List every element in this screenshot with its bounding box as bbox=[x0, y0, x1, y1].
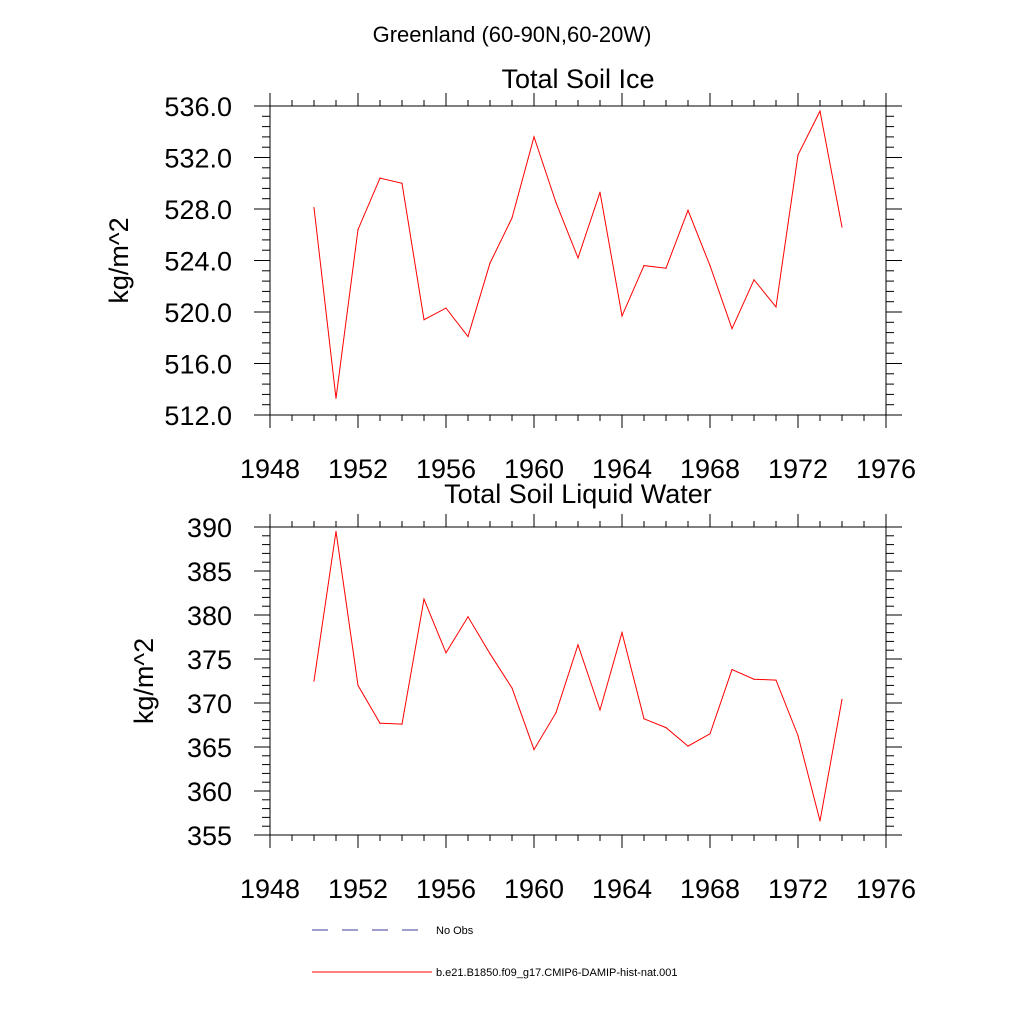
data-point bbox=[621, 315, 623, 317]
data-point bbox=[643, 265, 645, 267]
x-tick-label: 1976 bbox=[856, 874, 916, 904]
x-tick-label: 1960 bbox=[504, 874, 564, 904]
data-point bbox=[709, 265, 711, 267]
x-tick-label: 1972 bbox=[768, 874, 828, 904]
data-point bbox=[555, 201, 557, 204]
data-point bbox=[819, 110, 821, 112]
data-point bbox=[401, 723, 403, 725]
series-line bbox=[313, 109, 843, 399]
data-point bbox=[775, 679, 777, 681]
y-axis-label: kg/m^2 bbox=[104, 217, 134, 303]
plot-frame bbox=[269, 105, 887, 416]
y-tick-label: 360 bbox=[187, 777, 232, 807]
y-tick-label: 520.0 bbox=[164, 298, 232, 328]
x-tick-label: 1952 bbox=[328, 874, 388, 904]
series-line bbox=[313, 531, 843, 822]
data-point bbox=[467, 616, 469, 618]
data-point bbox=[841, 698, 843, 701]
y-tick-label: 370 bbox=[187, 689, 232, 719]
chart-title: Total Soil Ice bbox=[501, 64, 654, 94]
y-tick-label: 375 bbox=[187, 645, 232, 675]
data-point bbox=[313, 207, 315, 209]
data-point bbox=[357, 684, 359, 687]
x-tick-label: 1976 bbox=[856, 454, 916, 484]
x-tick-label: 1948 bbox=[240, 874, 300, 904]
data-point bbox=[709, 733, 711, 735]
legend-label-model: b.e21.B1850.f09_g17.CMIP6-DAMIP-hist-nat… bbox=[436, 967, 678, 979]
y-tick-label: 365 bbox=[187, 733, 232, 763]
data-point bbox=[687, 209, 689, 211]
data-point bbox=[423, 598, 425, 600]
x-tick-label: 1956 bbox=[416, 454, 476, 484]
data-point bbox=[401, 182, 403, 184]
y-tick-label: 385 bbox=[187, 557, 232, 587]
data-point bbox=[665, 727, 667, 729]
panel-total-soil-ice: Total Soil Ice kg/m^2 1948 1952 1956 1960 1964… bbox=[104, 64, 916, 484]
data-point bbox=[335, 530, 337, 533]
plot-frame bbox=[269, 526, 887, 836]
y-tick-label: 355 bbox=[187, 821, 232, 851]
data-point bbox=[665, 267, 667, 269]
data-point bbox=[489, 262, 491, 264]
data-point bbox=[599, 191, 601, 193]
data-point bbox=[819, 820, 821, 822]
x-tick-label: 1968 bbox=[680, 454, 740, 484]
x-tick-label: 1948 bbox=[240, 454, 300, 484]
data-point bbox=[335, 397, 337, 399]
panel-total-soil-liquid-water: Total Soil Liquid Water kg/m^2 1948 1952 195… bbox=[129, 479, 916, 904]
x-tick-label: 1968 bbox=[680, 874, 740, 904]
chart-title: Total Soil Liquid Water bbox=[444, 479, 712, 509]
y-tick-label: 516.0 bbox=[164, 350, 232, 380]
data-point bbox=[511, 217, 513, 219]
x-tick-label: 1964 bbox=[592, 874, 652, 904]
y-tick-label: 380 bbox=[187, 601, 232, 631]
legend: No Obs b.e21.B1850.f09_g17.CMIP6-DAMIP-h… bbox=[312, 925, 678, 979]
x-tick-label: 1956 bbox=[416, 874, 476, 904]
y-axis-label: kg/m^2 bbox=[129, 638, 159, 724]
data-point bbox=[357, 229, 359, 231]
x-tick-label: 1960 bbox=[504, 454, 564, 484]
data-point bbox=[577, 644, 579, 646]
data-point bbox=[555, 712, 557, 714]
data-point bbox=[643, 718, 645, 720]
x-tick-label: 1952 bbox=[328, 454, 388, 484]
data-point bbox=[753, 279, 755, 281]
data-point bbox=[467, 335, 469, 338]
x-tick-label: 1972 bbox=[768, 454, 828, 484]
legend-label-no-obs: No Obs bbox=[436, 925, 474, 937]
data-point bbox=[687, 745, 689, 747]
data-point bbox=[599, 709, 601, 711]
data-point bbox=[379, 722, 381, 724]
y-tick-label: 512.0 bbox=[164, 401, 232, 431]
data-point bbox=[423, 319, 425, 321]
data-point bbox=[731, 668, 733, 671]
data-point bbox=[445, 307, 447, 309]
data-point bbox=[445, 652, 447, 654]
data-point bbox=[775, 306, 777, 308]
data-point bbox=[797, 734, 799, 737]
y-tick-label: 536.0 bbox=[164, 92, 232, 122]
y-tick-label: 532.0 bbox=[164, 144, 232, 174]
data-point bbox=[313, 680, 315, 682]
data-point bbox=[533, 749, 535, 751]
data-point bbox=[533, 136, 535, 138]
y-tick-label: 524.0 bbox=[164, 247, 232, 277]
data-point bbox=[379, 177, 381, 179]
x-tick-label: 1964 bbox=[592, 454, 652, 484]
data-point bbox=[511, 687, 513, 689]
data-point bbox=[753, 678, 755, 680]
data-point bbox=[489, 653, 491, 655]
y-tick-label: 528.0 bbox=[164, 195, 232, 225]
data-point bbox=[797, 154, 799, 156]
data-point bbox=[577, 257, 579, 259]
data-point bbox=[731, 328, 733, 330]
y-tick-label: 390 bbox=[187, 513, 232, 543]
suptitle: Greenland (60-90N,60-20W) bbox=[373, 22, 652, 47]
data-point bbox=[621, 632, 623, 634]
data-point bbox=[841, 226, 843, 228]
